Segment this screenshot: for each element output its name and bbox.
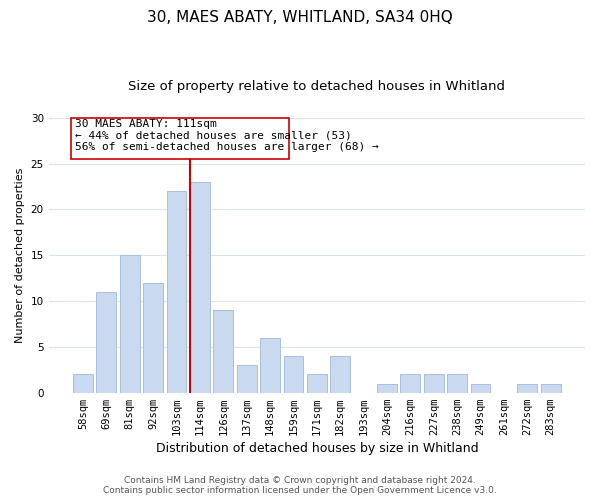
X-axis label: Distribution of detached houses by size in Whitland: Distribution of detached houses by size … xyxy=(155,442,478,455)
Bar xyxy=(517,384,537,392)
Bar xyxy=(307,374,327,392)
Bar xyxy=(541,384,560,392)
Bar xyxy=(120,255,140,392)
Bar xyxy=(284,356,304,393)
Bar xyxy=(447,374,467,392)
Text: 30 MAES ABATY: 111sqm
← 44% of detached houses are smaller (53)
56% of semi-deta: 30 MAES ABATY: 111sqm ← 44% of detached … xyxy=(75,119,379,152)
Bar xyxy=(73,374,93,392)
Y-axis label: Number of detached properties: Number of detached properties xyxy=(15,168,25,343)
Bar xyxy=(167,191,187,392)
Bar xyxy=(237,365,257,392)
Bar xyxy=(71,118,289,159)
Text: Contains HM Land Registry data © Crown copyright and database right 2024.
Contai: Contains HM Land Registry data © Crown c… xyxy=(103,476,497,495)
Bar xyxy=(97,292,116,392)
Text: 30, MAES ABATY, WHITLAND, SA34 0HQ: 30, MAES ABATY, WHITLAND, SA34 0HQ xyxy=(147,10,453,25)
Bar xyxy=(377,384,397,392)
Bar xyxy=(424,374,443,392)
Bar xyxy=(260,338,280,392)
Title: Size of property relative to detached houses in Whitland: Size of property relative to detached ho… xyxy=(128,80,505,93)
Bar xyxy=(190,182,210,392)
Bar xyxy=(214,310,233,392)
Bar xyxy=(470,384,490,392)
Bar xyxy=(400,374,421,392)
Bar xyxy=(330,356,350,393)
Bar xyxy=(143,282,163,393)
